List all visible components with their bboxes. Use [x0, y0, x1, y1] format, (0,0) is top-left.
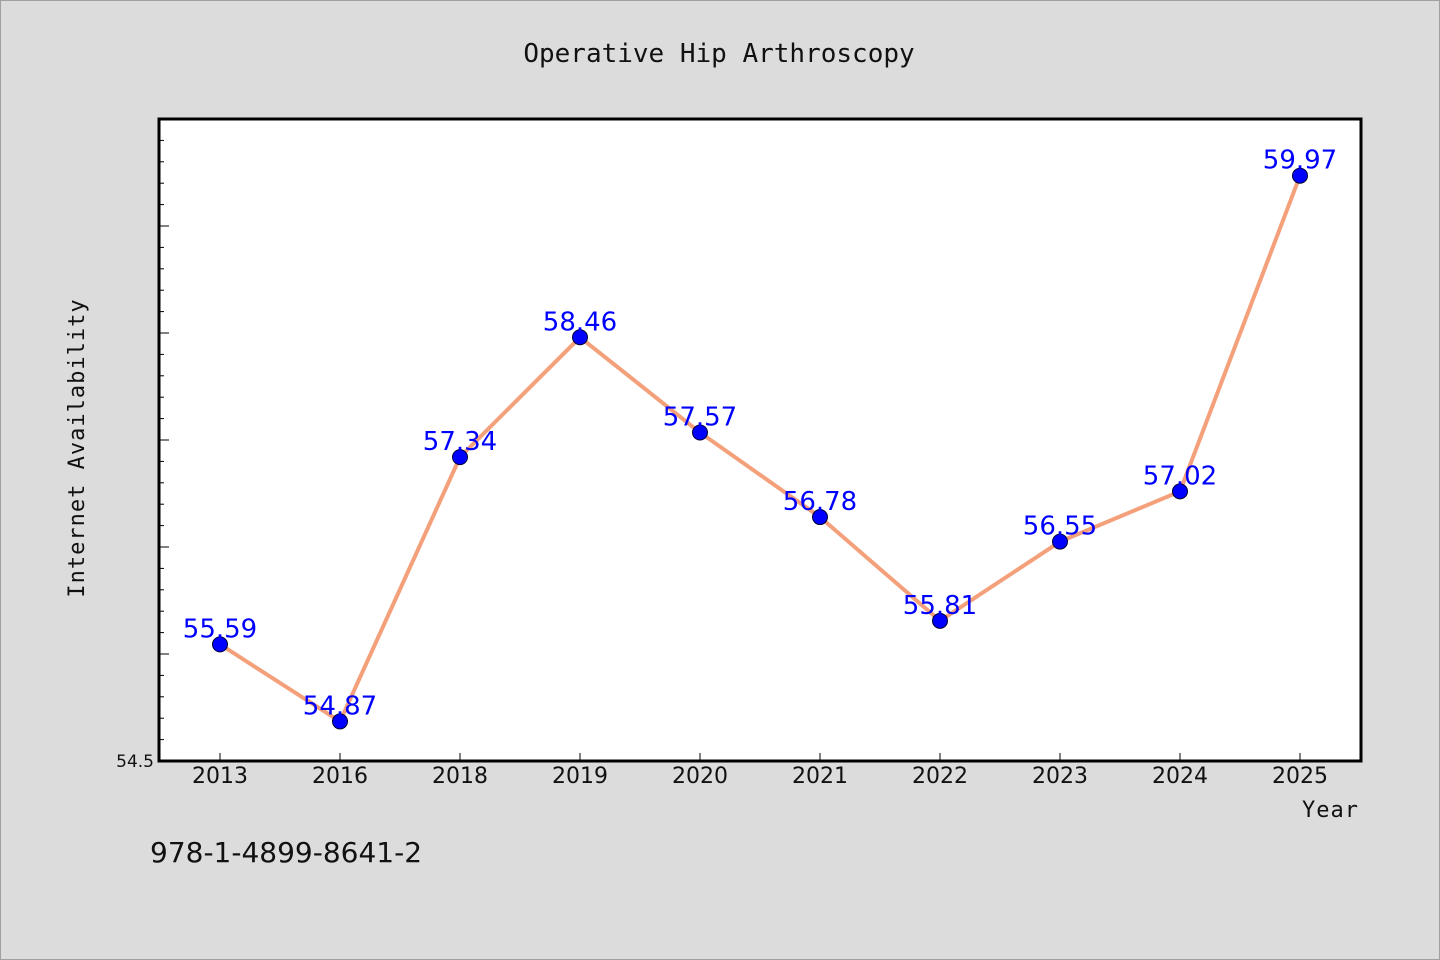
data-point-marker	[1292, 167, 1308, 184]
y-axis-label: Internet Availability	[65, 298, 90, 597]
data-point-marker	[692, 424, 708, 441]
x-tick-label: 2019	[552, 764, 608, 789]
x-tick-label: 2023	[1032, 764, 1088, 789]
footnote-isbn: 978-1-4899-8641-2	[150, 836, 422, 869]
x-tick-label: 2020	[672, 764, 728, 789]
y-axis-ticks	[159, 139, 169, 762]
data-point-label: 56.55	[1023, 512, 1097, 542]
data-point-marker	[932, 612, 948, 629]
data-point-label: 56.78	[783, 487, 857, 517]
data-point-label: 57.34	[423, 427, 497, 457]
data-point-marker	[812, 509, 828, 526]
data-markers	[212, 167, 1308, 730]
chart-title: Operative Hip Arthroscopy	[523, 39, 914, 69]
data-point-label: 55.81	[903, 591, 977, 621]
data-point-marker	[452, 449, 468, 466]
data-point-label: 59.97	[1263, 146, 1337, 176]
x-tick-label: 2022	[912, 764, 968, 789]
data-point-label: 55.59	[183, 614, 257, 644]
y-tick-label: 54.5	[116, 752, 154, 772]
data-labels: 55.59 54.87 57.34 58.46 57.57 56.78 55.81 56.55…	[183, 146, 1337, 722]
data-point-label: 54.87	[303, 691, 377, 721]
data-point-label: 57.02	[1143, 461, 1217, 491]
data-point-label: 57.57	[663, 403, 737, 433]
data-point-marker	[572, 329, 588, 346]
plot-area	[157, 117, 1363, 763]
x-tick-label: 2024	[1152, 764, 1208, 789]
x-tick-label: 2013	[192, 764, 248, 789]
x-tick-label: 2021	[792, 764, 848, 789]
x-axis-ticks: 2013 2016 2018 2019 2020 2021 2022 2023 2024 2025	[192, 753, 1328, 789]
series-line-group	[218, 174, 1302, 724]
data-point-marker	[332, 713, 348, 730]
data-point-marker	[212, 636, 228, 653]
series-line	[218, 174, 1302, 724]
x-tick-label: 2016	[312, 764, 368, 789]
data-point-marker	[1172, 483, 1188, 500]
data-point-marker	[1052, 533, 1068, 550]
x-tick-label: 2018	[432, 764, 488, 789]
data-point-label: 58.46	[543, 307, 617, 337]
x-tick-label: 2025	[1272, 764, 1328, 789]
x-axis-label: Year	[1302, 798, 1359, 823]
